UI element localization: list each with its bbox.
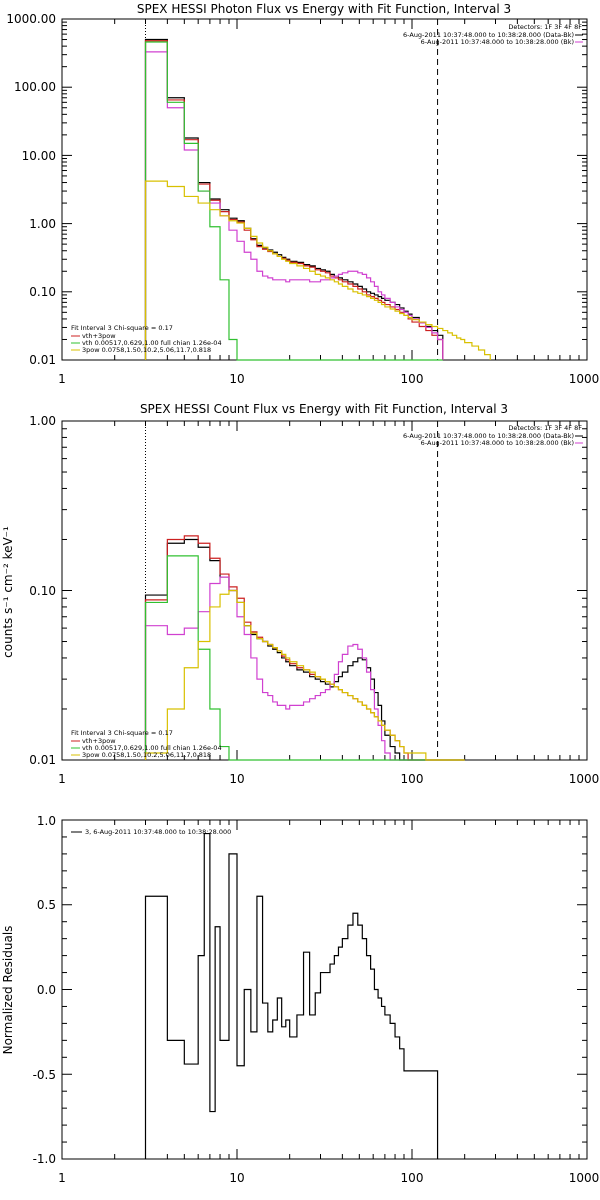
photon-flux-legend-entry: vth 0.00517,0.629,1.00 full chian 1.26e-… (82, 339, 222, 347)
photon-flux-panel: SPEX HESSI Photon Flux vs Energy with Fi… (6, 2, 599, 386)
count-flux-title: SPEX HESSI Count Flux vs Energy with Fit… (140, 402, 508, 416)
photon-flux-x-tick-label: 1 (58, 372, 66, 386)
count-flux-series-vth (144, 555, 465, 761)
photon-flux-series (144, 38, 491, 361)
count-flux-legend-bottom-left: Fit Interval 3 Chi-square = 0.17 vth+3po… (71, 729, 222, 759)
photon-flux-y-tick-label: 0.10 (29, 285, 56, 299)
count-flux-legend-entry: vth+3pow (82, 737, 116, 745)
count-flux-legend-entry: 3pow 0.0758,1.50,10.2,5.06,11.7,0.818 (82, 751, 211, 759)
count-flux-x-tick-label: 1 (58, 772, 66, 786)
photon-flux-y-tick-label: 100.00 (14, 80, 56, 94)
photon-flux-legend-entry: vth+3pow (82, 332, 116, 340)
residuals-series-residuals (144, 832, 439, 1159)
count-flux-legend-entry: 6-Aug-2011 10:37:48.000 to 10:38:28.000 … (421, 439, 574, 447)
residuals-legend-entry: 3, 6-Aug-2011 10:37:48.000 to 10:38:28.0… (85, 828, 231, 836)
count-flux-series-bk (144, 576, 465, 761)
residuals-y-axis-label: Normalized Residuals (1, 926, 15, 1055)
count-flux-y-axis-label: counts s⁻¹ cm⁻² keV⁻¹ (1, 526, 15, 658)
photon-flux-legend-entry: 6-Aug-2011 10:37:48.000 to 10:38:28.000 … (421, 38, 574, 46)
photon-flux-y-tick-label: 1000.00 (6, 12, 56, 26)
photon-flux-y-tick-label: 0.01 (29, 353, 56, 367)
photon-flux-axis-ticks (61, 19, 587, 361)
photon-flux-legend-bottom-left: Fit Interval 3 Chi-square = 0.17 vth+3po… (71, 324, 222, 354)
photon-flux-fit-summary: Fit Interval 3 Chi-square = 0.17 (71, 324, 173, 332)
count-flux-axis-ticks (61, 421, 587, 761)
count-flux-x-tick-label: 100 (401, 772, 424, 786)
count-flux-y-tick-label: 0.10 (29, 584, 56, 598)
residuals-x-tick-label: 100 (401, 1171, 424, 1185)
photon-flux-x-tick-label: 1000 (569, 372, 600, 386)
count-flux-y-tick-label: 0.01 (29, 753, 56, 767)
residuals-x-tick-label: 1000 (569, 1171, 600, 1185)
photon-flux-series-data-bk (144, 38, 444, 360)
photon-flux-y-tick-label: 1.00 (29, 217, 56, 231)
photon-flux-series-3pow (144, 180, 491, 360)
residuals-y-tick-label: 0.5 (37, 898, 56, 912)
photon-flux-plot-frame (61, 18, 588, 361)
count-flux-series-data-bk (144, 538, 465, 761)
count-flux-series (144, 535, 465, 761)
count-flux-series-3pow (144, 589, 465, 761)
residuals-y-tick-label: 1.0 (37, 814, 56, 828)
photon-flux-series-vth-3pow (144, 40, 444, 360)
count-flux-detectors-label: Detectors: 1F 3F 4F 8F (508, 424, 582, 432)
residuals-y-tick-label: -1.0 (33, 1152, 56, 1166)
photon-flux-series-vth (144, 41, 443, 361)
residuals-y-tick-label: -0.5 (33, 1068, 56, 1082)
residuals-panel: 1 10 100 1000 -1.0 -0.5 0.0 0.5 1.0 Norm… (1, 814, 599, 1185)
count-flux-y-tick-label: 1.00 (29, 414, 56, 428)
count-flux-x-tick-label: 10 (229, 772, 244, 786)
residuals-legend: 3, 6-Aug-2011 10:37:48.000 to 10:38:28.0… (71, 828, 231, 836)
residuals-x-tick-label: 1 (58, 1171, 66, 1185)
count-flux-x-tick-label: 1000 (569, 772, 600, 786)
count-flux-panel: SPEX HESSI Count Flux vs Energy with Fit… (1, 402, 599, 786)
photon-flux-legend-top-right: Detectors: 1F 3F 4F 8F 6-Aug-2011 10:37:… (403, 23, 583, 46)
count-flux-legend-entry: vth 0.00517,0.629,1.00 full chian 1.26e-… (82, 744, 222, 752)
residuals-x-tick-label: 10 (229, 1171, 244, 1185)
residuals-plot-frame (61, 819, 588, 1160)
count-flux-fit-summary: Fit Interval 3 Chi-square = 0.17 (71, 729, 173, 737)
photon-flux-x-tick-label: 100 (401, 372, 424, 386)
count-flux-series-vth-3pow (144, 535, 465, 761)
count-flux-legend-entry: 6-Aug-2011 10:37:48.000 to 10:38:28.000 … (403, 432, 574, 440)
photon-flux-legend-entry: 3pow 0.0758,1.50,10.2,5.06,11.7,0.818 (82, 346, 211, 354)
photon-flux-x-tick-label: 10 (229, 372, 244, 386)
residuals-series (144, 832, 439, 1159)
photon-flux-series-bk (144, 51, 444, 360)
residuals-axis-ticks (61, 819, 587, 1160)
photon-flux-legend-entry: 6-Aug-2011 10:37:48.000 to 10:38:28.000 … (403, 31, 574, 39)
photon-flux-y-tick-label: 10.00 (22, 149, 56, 163)
count-flux-legend-top-right: Detectors: 1F 3F 4F 8F 6-Aug-2011 10:37:… (403, 424, 583, 447)
photon-flux-detectors-label: Detectors: 1F 3F 4F 8F (508, 23, 582, 31)
residuals-y-tick-label: 0.0 (37, 983, 56, 997)
count-flux-plot-frame (61, 420, 588, 761)
photon-flux-title: SPEX HESSI Photon Flux vs Energy with Fi… (137, 2, 511, 16)
